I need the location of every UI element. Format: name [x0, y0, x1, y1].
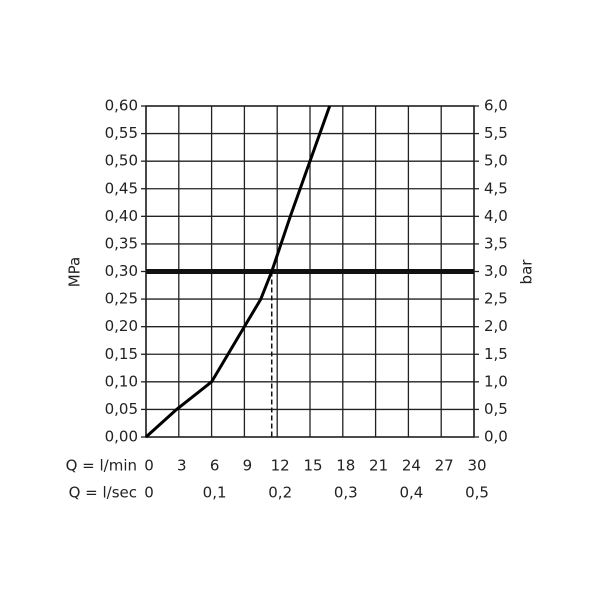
x-tick-label: 12	[271, 457, 290, 475]
x-tick-label: 0	[144, 457, 154, 475]
y-tick-label: 0,00	[105, 428, 138, 446]
x2-tick-label: 0,3	[334, 484, 358, 502]
y2-axis-label: bar	[518, 259, 536, 285]
x2-axis-label: Q = l/sec	[69, 484, 137, 502]
y-tick-label: 0,25	[105, 290, 138, 308]
x-tick-label: 27	[435, 457, 454, 475]
y-tick-label: 0,30	[105, 262, 138, 280]
y2-tick-label: 0,0	[484, 428, 508, 446]
curve	[144, 105, 332, 439]
x2-tick-label: 0	[144, 484, 154, 502]
x-tick-label: 18	[336, 457, 355, 475]
x2-tick-label: 0,5	[465, 484, 489, 502]
y2-tick-label: 2,5	[484, 290, 508, 308]
y-tick-label: 0,40	[105, 207, 138, 225]
y2-tick-label: 3,0	[484, 262, 508, 280]
x-tick-label: 24	[402, 457, 421, 475]
y-tick-label: 0,45	[105, 179, 138, 197]
x-tick-label: 9	[243, 457, 253, 475]
y-tick-label: 0,50	[105, 152, 138, 170]
x-tick-label: 6	[210, 457, 220, 475]
y2-tick-label: 3,5	[484, 234, 508, 252]
y-tick-label: 0,10	[105, 372, 138, 390]
y-tick-label: 0,20	[105, 317, 138, 335]
y2-tick-label: 4,5	[484, 179, 508, 197]
y-tick-label: 0,35	[105, 234, 138, 252]
x-axis-label: Q = l/min	[66, 457, 137, 475]
y-tick-label: 0,05	[105, 400, 138, 418]
y2-tick-label: 1,5	[484, 345, 508, 363]
y2-tick-label: 4,0	[484, 207, 508, 225]
x-tick-label: 3	[177, 457, 187, 475]
y2-tick-label: 5,0	[484, 152, 508, 170]
x2-tick-label: 0,2	[268, 484, 292, 502]
y2-tick-label: 2,0	[484, 317, 508, 335]
x-tick-label: 30	[467, 457, 486, 475]
y2-tick-label: 6,0	[484, 97, 508, 115]
y-tick-label: 0,60	[105, 97, 138, 115]
x-tick-label: 21	[369, 457, 388, 475]
y2-tick-label: 5,5	[484, 124, 508, 142]
y-axis-label: MPa	[66, 257, 84, 288]
y-tick-label: 0,15	[105, 345, 138, 363]
x2-tick-label: 0,1	[203, 484, 227, 502]
y2-tick-label: 1,0	[484, 372, 508, 390]
x-tick-label: 15	[303, 457, 322, 475]
x2-tick-label: 0,4	[399, 484, 423, 502]
y2-tick-label: 0,5	[484, 400, 508, 418]
y-tick-label: 0,55	[105, 124, 138, 142]
